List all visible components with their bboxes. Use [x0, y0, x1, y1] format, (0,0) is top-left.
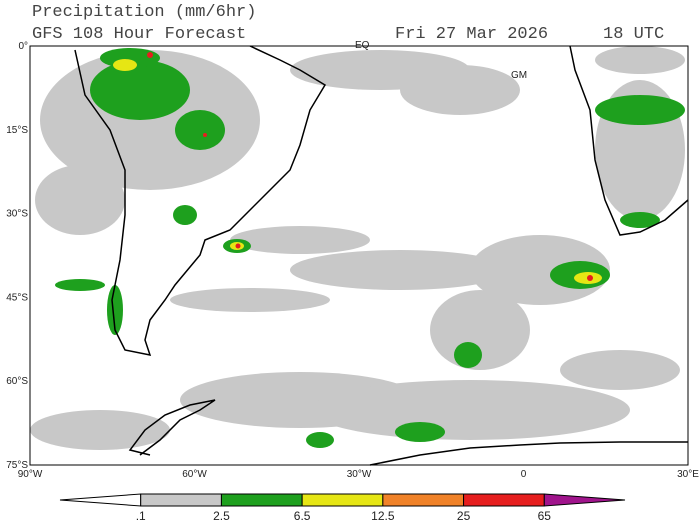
- title: Precipitation (mm/6hr): [32, 3, 256, 22]
- legend-swatch: [382, 493, 465, 507]
- valid-time: 18 UTC: [603, 25, 664, 44]
- legend-label: 6.5: [294, 509, 311, 523]
- lat-label: 15°S: [6, 125, 28, 136]
- light-precip: [30, 46, 685, 450]
- lat-label: 60°S: [6, 376, 28, 387]
- legend-label: 12.5: [371, 509, 395, 523]
- legend-label: 2.5: [213, 509, 230, 523]
- moderate-precip: [55, 48, 685, 448]
- legend-label: .1: [136, 509, 146, 523]
- coastlines: [74, 45, 689, 466]
- map-frame: [29, 45, 689, 466]
- lat-label: 0°: [18, 41, 28, 52]
- color-legend: .1 2.5 6.5 12.5 25 65: [59, 493, 626, 523]
- model-run: GFS 108 Hour Forecast: [32, 25, 246, 44]
- lon-label: 0: [521, 469, 527, 480]
- map-area: [29, 45, 689, 466]
- lat-label: 30°S: [6, 209, 28, 220]
- lon-label: 30°W: [347, 469, 372, 480]
- legend-swatch: [220, 493, 303, 507]
- lon-label: 60°W: [182, 469, 207, 480]
- legend-label: 25: [457, 509, 471, 523]
- valid-date: Fri 27 Mar 2026: [395, 25, 548, 44]
- lat-label: 45°S: [6, 292, 28, 303]
- meridian-label: GM: [511, 70, 527, 81]
- legend-swatch: [543, 493, 626, 507]
- legend-swatch: [463, 493, 545, 507]
- legend-label: 65: [538, 509, 552, 523]
- lat-label: 75°S: [6, 460, 28, 471]
- legend-swatch: [59, 493, 142, 507]
- equator-label: EQ: [355, 40, 370, 51]
- lon-label: 30°E: [677, 469, 699, 480]
- legend-swatch: [301, 493, 384, 507]
- axis-labels: 0° 15°S 30°S 45°S 60°S 75°S90°W 60°W 30°W 0 30°E E…: [6, 40, 699, 480]
- legend-swatch: [140, 493, 222, 507]
- lon-label: 90°W: [18, 469, 43, 480]
- intense-precip: [147, 52, 593, 281]
